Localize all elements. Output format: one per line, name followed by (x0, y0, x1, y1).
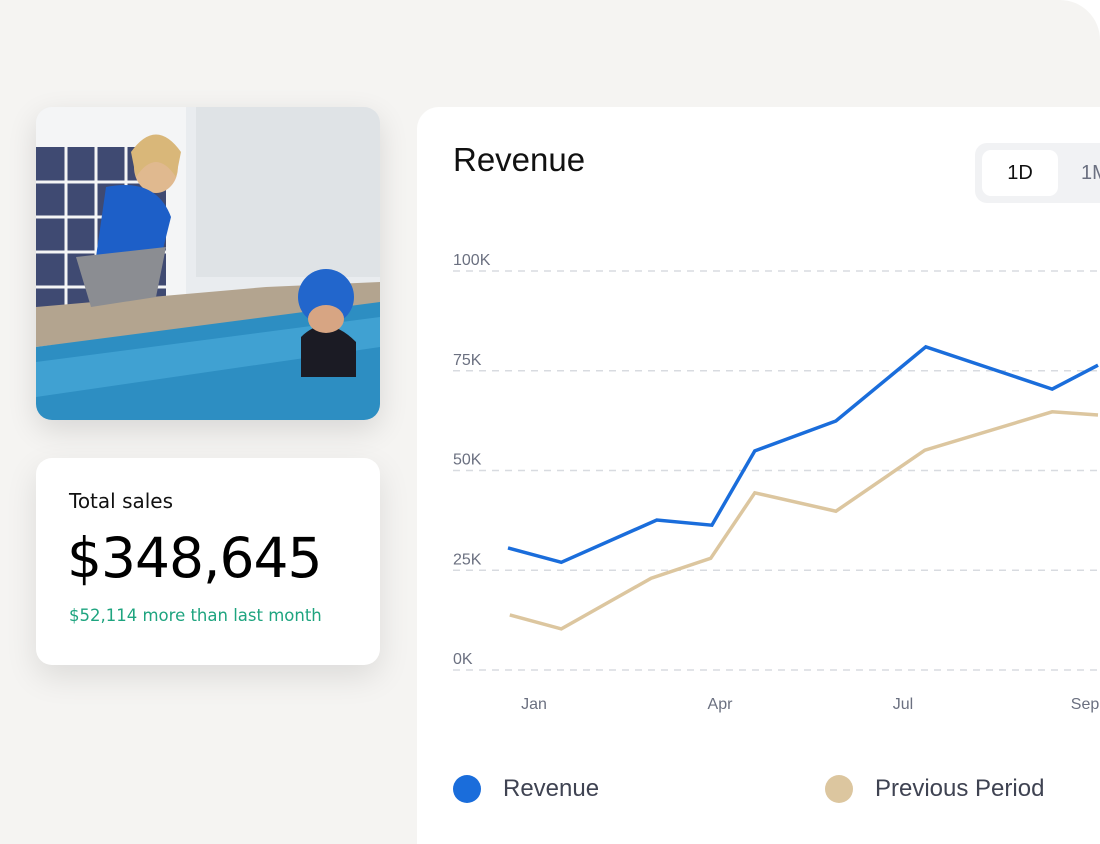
legend-label: Revenue (503, 775, 600, 802)
x-tick-label: Sep (1071, 696, 1100, 713)
legend-item-revenue: Revenue (453, 775, 599, 803)
y-tick-label: 100K (453, 252, 491, 269)
swim-instructor-photo (36, 107, 380, 420)
y-tick-label: 25K (453, 551, 482, 568)
revenue-chart-card: Revenue 1D 1M Revenue Previous Period (417, 107, 1100, 844)
total-sales-label: Total sales (69, 489, 174, 513)
series-line-previous-period (509, 410, 1099, 631)
y-tick-label: 0K (453, 651, 473, 668)
y-tick-label: 75K (453, 352, 482, 369)
x-tick-label: Jan (521, 696, 547, 713)
chart-title: Revenue (453, 141, 586, 178)
range-tab-1m[interactable]: 1M (1081, 162, 1100, 184)
legend-item-previous-period: Previous Period (825, 775, 1044, 803)
y-tick-label: 50K (453, 452, 482, 469)
legend-dot-previous-period (825, 775, 853, 803)
x-tick-label: Apr (708, 696, 734, 713)
range-tab-1d[interactable]: 1D (982, 150, 1058, 196)
range-selector: 1D 1M (975, 143, 1100, 203)
legend-dot-revenue (453, 775, 481, 803)
legend-label: Previous Period (875, 775, 1045, 802)
series-line-revenue (507, 344, 1099, 565)
total-sales-card: Total sales $348,645 $52,114 more than l… (36, 458, 380, 665)
x-tick-label: Jul (893, 696, 913, 713)
total-sales-delta: $52,114 more than last month (69, 606, 322, 625)
total-sales-value: $348,645 (67, 526, 322, 590)
